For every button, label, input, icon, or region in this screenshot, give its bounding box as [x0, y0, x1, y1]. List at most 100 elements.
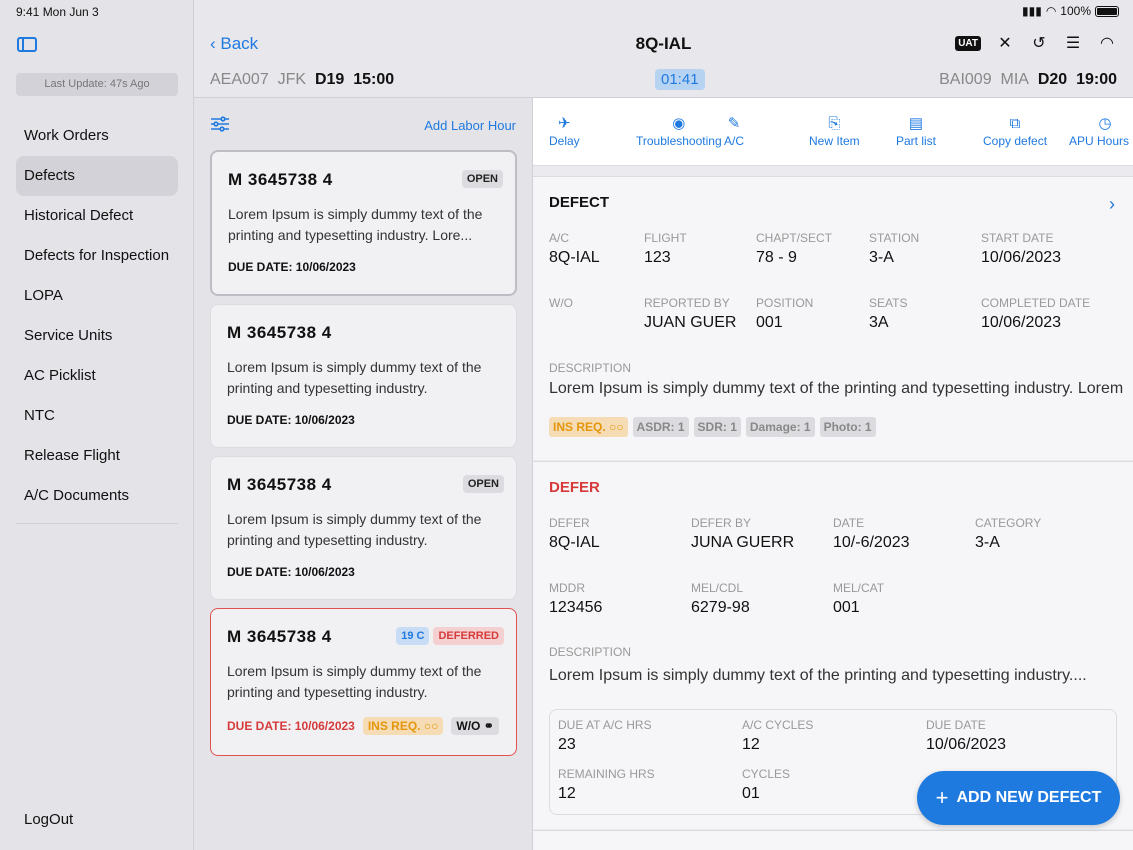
- field-chapt-sect: CHAPT/SECT 78 - 9: [756, 231, 833, 266]
- defect-list-panel: Add Labor Hour M 3645738 4 OPEN Lorem Ip…: [194, 98, 533, 850]
- ins-req-badge: INS REQ. ○○: [362, 717, 444, 735]
- field-mddr: MDDR 123456: [549, 581, 603, 616]
- plus-icon: +: [935, 785, 949, 810]
- status-time: 9:41 Mon Jun 3: [16, 5, 99, 19]
- sdr-tag: SDR: 1: [693, 417, 741, 437]
- sidebar-item-service-units[interactable]: Service Units: [24, 327, 113, 344]
- sidebar-item-defects-for-inspection[interactable]: Defects for Inspection: [24, 247, 170, 264]
- defect-card[interactable]: M 3645738 4 OPEN Lorem Ipsum is simply d…: [210, 456, 517, 600]
- card-description: Lorem Ipsum is simply dummy text of the …: [227, 511, 482, 548]
- new-item-button[interactable]: ⎘ New Item: [809, 115, 860, 148]
- copy-defect-button[interactable]: ⧉ Copy defect: [983, 115, 1048, 148]
- history-icon[interactable]: ↺: [1032, 35, 1046, 52]
- status-right: ▮▮▮ ◠ 100%: [1022, 4, 1119, 18]
- back-button[interactable]: ‹ Back: [210, 34, 259, 53]
- sidebar-divider: [16, 523, 178, 524]
- wifi-status-icon[interactable]: ◠: [1100, 35, 1114, 52]
- field-mel-cdl: MEL/CDL 6279-98: [691, 581, 750, 616]
- add-new-defect-button[interactable]: + ADD NEW DEFECT: [917, 771, 1120, 825]
- field-defer: DEFER 8Q-IAL: [549, 516, 600, 551]
- sidebar-item-lopa[interactable]: LOPA: [24, 287, 63, 304]
- chevron-right-icon[interactable]: ›: [1109, 194, 1115, 214]
- inbound-flight: AEA007 JFK D19 15:00: [210, 71, 395, 88]
- header-icons: UAT ✕ ↺ ☰ ◠: [955, 33, 1117, 53]
- troubleshooting-button[interactable]: ◉ Troubleshooting: [636, 115, 722, 148]
- action-bar: ✈ Delay ◉ Troubleshooting ✎ A/C ⎘ New Item ▤…: [533, 98, 1133, 166]
- field-due-hrs: DUE AT A/C HRS 23: [558, 718, 652, 753]
- next-section: [533, 830, 1133, 850]
- list-toolbar: Add Labor Hour: [194, 98, 532, 153]
- class-badge: 19 C: [396, 627, 430, 645]
- defect-card[interactable]: M 3645738 4 Lorem Ipsum is simply dummy …: [210, 304, 517, 448]
- uat-badge: UAT: [955, 35, 981, 51]
- tools-icon[interactable]: ✕: [998, 35, 1012, 52]
- clock-icon: ◷: [1098, 115, 1112, 132]
- photo-tag: Photo: 1: [819, 417, 876, 437]
- asdr-tag: ASDR: 1: [632, 417, 689, 437]
- page-title: 8Q-IAL: [635, 34, 692, 53]
- wo-link-badge[interactable]: W/O ⚭: [451, 717, 499, 735]
- glasses-icon: ○○: [423, 719, 439, 733]
- sidebar-item-release-flight[interactable]: Release Flight: [24, 447, 120, 464]
- field-defer-description: DESCRIPTION Lorem Ipsum is simply dummy t…: [549, 645, 1087, 684]
- apu-hours-button[interactable]: ◷APU Hours C: [1069, 114, 1133, 148]
- defect-section-title: DEFECT: [549, 194, 609, 211]
- card-id: M 3645738 4: [227, 323, 332, 342]
- logout-button[interactable]: LogOut: [24, 811, 74, 828]
- defect-card[interactable]: M 3645738 4 19 C DEFERRED Lorem Ipsum is…: [210, 608, 517, 756]
- detail-panel: ✈ Delay ◉ Troubleshooting ✎ A/C ⎘ New Item ▤…: [533, 98, 1133, 850]
- glasses-icon: ○○: [609, 420, 624, 434]
- field-completed-date: COMPLETED DATE 10/06/2023: [981, 296, 1091, 331]
- database-icon[interactable]: ☰: [1065, 35, 1081, 52]
- sidebar-item-ntc[interactable]: NTC: [24, 407, 55, 424]
- sidebar-item-work-orders[interactable]: Work Orders: [24, 127, 109, 144]
- delay-button[interactable]: ✈ Delay: [549, 115, 580, 148]
- defect-tags: INS REQ. ○○ ASDR: 1 SDR: 1 Damage: 1 Pho…: [549, 417, 876, 437]
- sidebar: 9:41 Mon Jun 3 Last Update: 47s Ago Work…: [0, 0, 194, 850]
- field-remaining-cycles: CYCLES 01: [742, 767, 791, 802]
- defer-section-title: DEFER: [549, 479, 600, 496]
- field-station: STATION 3-A: [869, 231, 920, 266]
- damage-tag: Damage: 1: [745, 417, 815, 437]
- card-description: Lorem Ipsum is simply dummy text of the …: [228, 206, 483, 243]
- card-id: M 3645738 4: [227, 627, 332, 646]
- sidebar-item-defects[interactable]: Defects: [16, 156, 178, 196]
- ac-button[interactable]: ✎ A/C: [724, 115, 745, 148]
- defect-card[interactable]: M 3645738 4 OPEN Lorem Ipsum is simply d…: [210, 150, 517, 296]
- field-wo: W/O: [549, 296, 573, 310]
- field-description: DESCRIPTION Lorem Ipsum is simply dummy t…: [549, 361, 1124, 397]
- link-icon: ⚭: [483, 719, 494, 733]
- card-due-date: DUE DATE: 10/06/2023: [228, 260, 356, 274]
- card-due-date: DUE DATE: 10/06/2023 INS REQ. ○○ W/O ⚭: [227, 717, 500, 735]
- sidebar-item-ac-documents[interactable]: A/C Documents: [24, 487, 130, 504]
- field-reported-by: REPORTED BY JUAN GUER: [644, 296, 737, 331]
- field-ac: A/C 8Q-IAL: [549, 231, 600, 266]
- last-update-label: Last Update: 47s Ago: [16, 73, 178, 96]
- signal-icon: ▮▮▮: [1022, 4, 1042, 18]
- gauge-icon: ◉: [672, 115, 686, 132]
- field-remaining-hrs: REMAINING HRS 12: [558, 767, 655, 802]
- flight-row: AEA007 JFK D19 15:00 01:41 BAI009 MIA D2…: [210, 69, 1117, 93]
- sidebar-toggle-icon[interactable]: [17, 37, 37, 52]
- field-ac-cycles: A/C CYCLES 12: [742, 718, 814, 753]
- filter-icon[interactable]: [210, 116, 230, 132]
- field-defer-by: DEFER BY JUNA GUERR: [691, 516, 795, 551]
- status-badge: OPEN: [461, 170, 503, 188]
- brush-icon: ✎: [727, 115, 741, 132]
- add-labor-hour-button[interactable]: Add Labor Hour: [424, 118, 516, 133]
- sidebar-item-historical-defect[interactable]: Historical Defect: [24, 207, 134, 224]
- wifi-icon: ◠: [1045, 4, 1057, 18]
- new-item-icon: ⎘: [828, 115, 841, 132]
- ins-req-tag: INS REQ. ○○: [549, 417, 628, 437]
- field-due-date: DUE DATE 10/06/2023: [926, 718, 1007, 753]
- outbound-flight: BAI009 MIA D20 19:00: [939, 71, 1117, 88]
- field-start-date: START DATE 10/06/2023: [981, 231, 1062, 266]
- part-list-button[interactable]: ▤ Part list: [896, 115, 937, 148]
- document-icon: ▤: [908, 115, 924, 132]
- status-badge: OPEN: [462, 475, 504, 493]
- field-category: CATEGORY 3-A: [975, 516, 1042, 551]
- copy-icon: ⧉: [1009, 115, 1021, 132]
- defect-section: DEFECT › A/C 8Q-IAL FLIGHT 123 CHAPT/SECT 7…: [533, 176, 1133, 460]
- header: ▮▮▮ ◠ 100% ‹ Back 8Q-IAL UAT ✕ ↺ ☰ ◠ AEA…: [194, 0, 1133, 98]
- sidebar-item-ac-picklist[interactable]: AC Picklist: [24, 367, 96, 384]
